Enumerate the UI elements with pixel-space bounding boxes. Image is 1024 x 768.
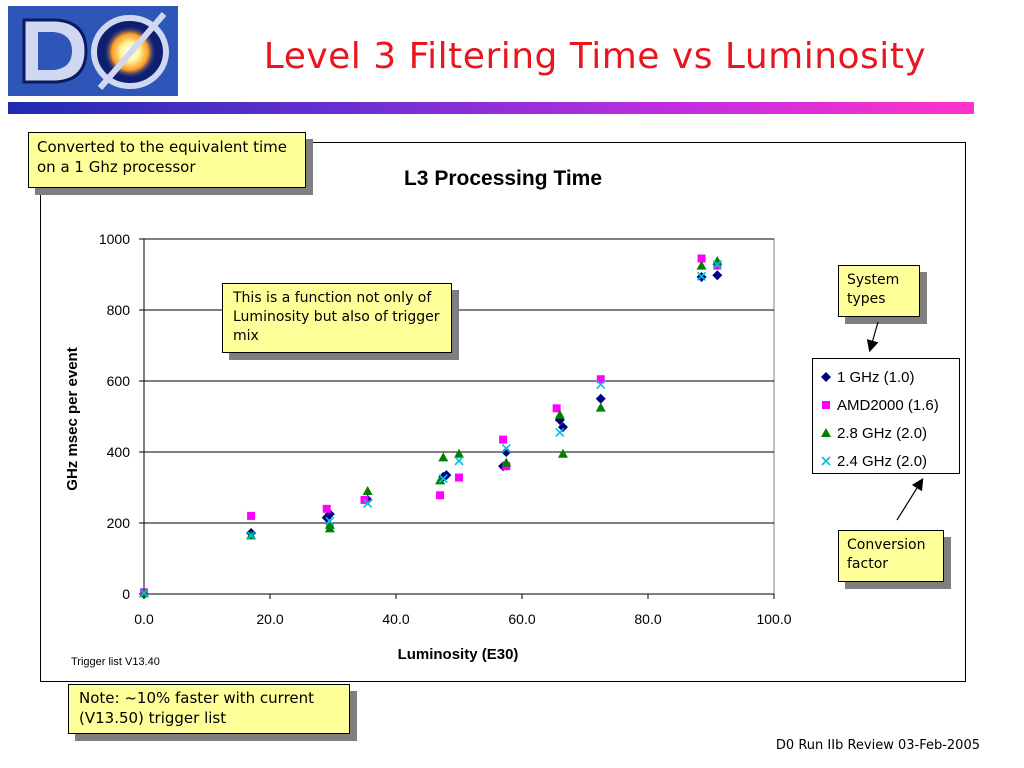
data-point-series-1 (712, 270, 723, 281)
header-gradient-bar (8, 102, 974, 114)
data-point-series-4 (139, 588, 149, 598)
legend-item: 2.4 GHz (2.0) (819, 447, 959, 475)
data-point-series-3 (501, 457, 512, 467)
callout-system-types: System types (838, 265, 920, 317)
data-point-series-3 (557, 448, 568, 458)
data-point-series-2 (436, 491, 445, 500)
slide-title: Level 3 Filtering Time vs Luminosity (263, 36, 927, 77)
data-point-series-3 (696, 260, 707, 270)
data-point-series-4 (501, 443, 511, 454)
slide-footer: D0 Run IIb Review 03-Feb-2005 (775, 738, 980, 753)
legend-label: AMD2000 (1.6) (837, 396, 939, 414)
data-point-series-2 (697, 254, 706, 263)
legend-label: 2.4 GHz (2.0) (837, 452, 928, 470)
data-point-series-3 (362, 486, 373, 496)
x-tick-label: 20.0 (256, 611, 283, 627)
chart-plot: L3 Processing Time 0 200 400 600 800 1000 0.0 2… (64, 167, 792, 668)
data-point-series-3 (554, 409, 565, 419)
y-tick-label: 200 (107, 515, 131, 531)
y-tick-label: 0 (122, 586, 130, 602)
callout-converted-note: Converted to the equivalent time on a 1 … (28, 132, 306, 188)
x-tick-label: 40.0 (382, 611, 409, 627)
callout-trigger-mix-note: This is a function not only of Luminosit… (222, 283, 452, 353)
x-axis-label: Luminosity (E30) (398, 646, 519, 663)
data-point-series-4 (555, 427, 565, 438)
logo-text: D0 (12, 93, 14, 95)
legend-label: 2.8 GHz (2.0) (837, 424, 928, 442)
data-point-series-4 (712, 259, 722, 270)
y-tick-label: 800 (107, 302, 131, 318)
trigger-list-annotation: Trigger list V13.40 (71, 656, 160, 668)
legend-item: AMD2000 (1.6) (819, 391, 959, 419)
data-point-series-4 (454, 456, 464, 466)
data-point-series-4 (596, 379, 606, 390)
data-point-series-3 (324, 519, 335, 529)
callout-conversion-factor: Conversion factor (838, 530, 944, 582)
legend-item: 1 GHz (1.0) (819, 363, 959, 391)
data-point-series-2 (247, 511, 256, 520)
x-tick-label: 100.0 (756, 611, 791, 627)
legend-label: 1 GHz (1.0) (837, 368, 915, 386)
data-point-series-3 (435, 475, 446, 485)
data-point-series-4 (696, 271, 707, 281)
diamond-marker-icon (821, 372, 831, 382)
data-point-series-2 (552, 404, 561, 413)
callout-speed-note: Note: ~10% faster with current (V13.50) … (68, 684, 350, 734)
data-point-series-3 (454, 448, 464, 458)
data-point-series-2 (499, 435, 508, 444)
y-tick-label: 600 (107, 373, 131, 389)
data-point-series-2 (596, 375, 605, 384)
y-axis-label: GHz msec per event (64, 347, 81, 490)
legend-item: 2.8 GHz (2.0) (819, 419, 959, 447)
data-point-series-1 (501, 447, 512, 457)
square-marker-icon (822, 401, 830, 409)
data-point-series-2 (322, 504, 331, 513)
data-point-series-2 (455, 473, 463, 482)
d0-logo: D0 (8, 6, 178, 96)
triangle-marker-icon (821, 428, 831, 437)
data-point-series-4 (363, 498, 373, 509)
chart-title: L3 Processing Time (404, 167, 602, 190)
data-point-series-3 (595, 402, 606, 412)
data-point-series-4 (325, 516, 335, 526)
data-point-series-1 (595, 393, 606, 404)
chart-legend: 1 GHz (1.0) AMD2000 (1.6) 2.8 GHz (2.0) 2.4… (812, 358, 960, 474)
x-tick-label: 60.0 (508, 611, 535, 627)
data-point-series-3 (438, 452, 449, 462)
x-tick-label: 80.0 (634, 611, 661, 627)
x-marker-icon (821, 456, 831, 466)
data-point-series-4 (246, 530, 256, 540)
y-tick-label: 1000 (99, 231, 130, 247)
y-tick-label: 400 (107, 444, 131, 460)
data-point-series-4 (438, 474, 448, 484)
x-tick-label: 0.0 (134, 611, 154, 627)
data-point-series-1 (557, 422, 568, 433)
chart-frame: L3 Processing Time 0 200 400 600 800 1000 0.0 2… (40, 142, 966, 682)
